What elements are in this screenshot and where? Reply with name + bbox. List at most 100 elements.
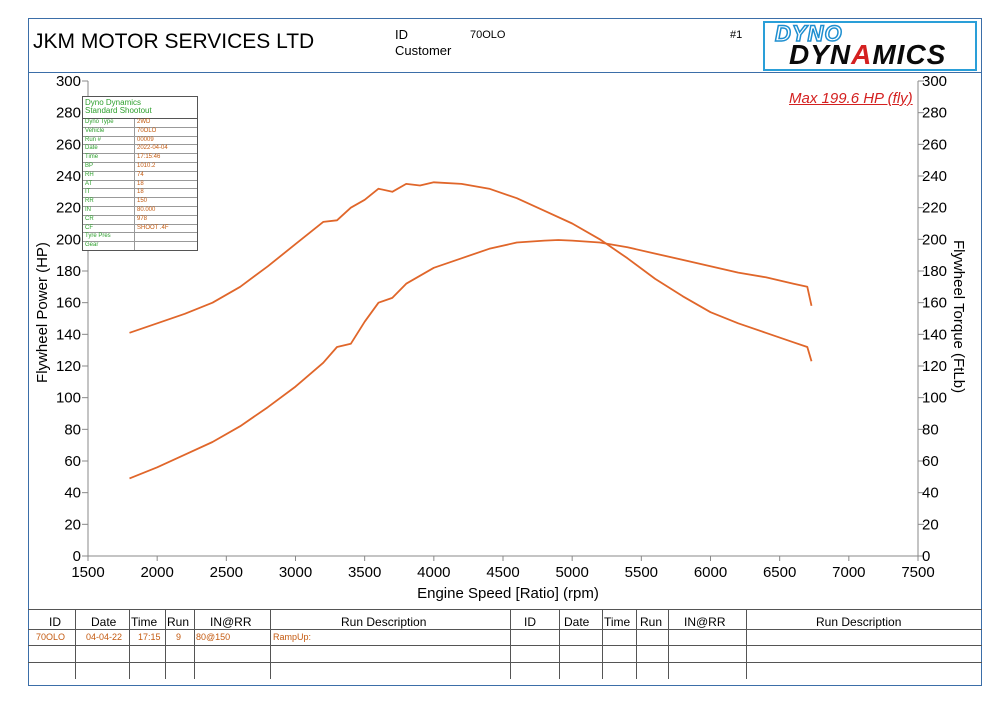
table-top-border [28, 609, 982, 610]
y-tick-label-left: 200 [56, 231, 81, 248]
info-row: IN 80.000 [83, 206, 197, 216]
x-tick-label: 3500 [348, 564, 381, 581]
col-divider [129, 609, 130, 679]
max-power-label: Max 199.6 HP (fly) [789, 90, 913, 107]
y-tick-label-left: 240 [56, 168, 81, 185]
y-tick-label-right: 200 [922, 231, 947, 248]
info-value: 18 [137, 189, 144, 196]
col-divider [636, 609, 637, 679]
y-tick-label-right: 160 [922, 295, 947, 312]
power-curve [129, 239, 813, 480]
cell-time: 17:15 [138, 632, 161, 642]
y-tick-label-left: 180 [56, 263, 81, 280]
col-header-description: Run Description [341, 615, 427, 629]
x-tick-label: 5000 [555, 564, 588, 581]
customer-label: Customer [395, 43, 452, 58]
run-summary-table: ID Date Time Run IN@RR Run Description I… [28, 609, 982, 686]
x-tick-label: 5500 [625, 564, 658, 581]
x-tick-label: 7500 [901, 564, 934, 581]
col-header-date: Date [91, 615, 117, 629]
col-header-inrr-2: IN@RR [684, 615, 726, 629]
col-header-id-2: ID [524, 615, 536, 629]
table-row-divider [28, 645, 982, 646]
y-tick-label-right: 40 [922, 485, 939, 502]
logo-bottom-text: DYNAMICS [789, 39, 947, 70]
y-axis-title-left: Flywheel Power (HP) [34, 242, 51, 383]
y-tick-label-left: 60 [64, 453, 81, 470]
cell-id: 70OLO [36, 632, 66, 642]
col-divider [668, 609, 669, 679]
company-name: JKM MOTOR SERVICES LTD [33, 30, 315, 53]
col-header-date-2: Date [564, 615, 590, 629]
run-info-table: Dyno Dynamics Standard Shootout Dyno Typ… [82, 96, 198, 251]
cell-date: 04-04-22 [86, 632, 123, 642]
info-row: Dyno Type 2WD [83, 119, 197, 128]
info-row: Time 17:15:46 [83, 154, 197, 163]
torque-curve [129, 181, 813, 362]
y-tick-label-right: 0 [922, 548, 930, 565]
col-divider [510, 609, 511, 679]
y-tick-label-right: 60 [922, 453, 939, 470]
y-tick-label-left: 120 [56, 358, 81, 375]
header-divider [28, 72, 982, 73]
y-tick-label-left: 300 [56, 73, 81, 90]
y-tick-label-right: 300 [922, 73, 947, 90]
y-tick-label-left: 40 [64, 485, 81, 502]
cell-run: 9 [176, 632, 182, 642]
info-key: Date [83, 145, 135, 154]
y-tick-label-right: 240 [922, 168, 947, 185]
col-divider [270, 609, 271, 679]
table-header-divider [28, 629, 982, 630]
info-row: BP 1010.2 [83, 162, 197, 172]
cell-description: RampUp: [273, 632, 312, 642]
info-value: 80.000 [137, 206, 156, 213]
x-tick-label: 4500 [486, 564, 519, 581]
info-key: Tyre Pres [83, 233, 135, 242]
y-axis-title-right: Flywheel Torque (FtLb) [950, 240, 967, 393]
info-row: RH 74 [83, 171, 197, 181]
y-tick-label-right: 20 [922, 516, 939, 533]
y-tick-label-right: 120 [922, 358, 947, 375]
y-tick-label-right: 220 [922, 200, 947, 217]
col-header-run: Run [167, 615, 190, 629]
y-tick-label-left: 160 [56, 295, 81, 312]
col-header-run-2: Run [640, 615, 663, 629]
x-tick-label: 1500 [71, 564, 104, 581]
info-key: IT [83, 189, 135, 198]
info-key: Time [83, 154, 135, 162]
info-key: RH [83, 171, 135, 180]
info-table-title: Dyno Dynamics Standard Shootout [83, 97, 197, 119]
col-header-description-2: Run Description [816, 615, 902, 629]
y-tick-label-left: 20 [64, 516, 81, 533]
x-tick-label: 2000 [140, 564, 173, 581]
info-row: Vehicle 70OLO [83, 127, 197, 137]
info-value: 74 [137, 171, 144, 178]
cell-inrr: 80@150 [196, 632, 231, 642]
col-divider [165, 609, 166, 679]
info-row: AT 18 [83, 180, 197, 190]
col-divider [746, 609, 747, 679]
info-value [135, 233, 197, 241]
info-row: IT 18 [83, 189, 197, 199]
info-key: Dyno Type [83, 119, 135, 127]
info-value: 1010.2 [137, 162, 156, 169]
y-tick-label-right: 280 [922, 105, 947, 122]
col-divider [75, 609, 76, 679]
x-axis-title: Engine Speed [Ratio] (rpm) [417, 585, 599, 602]
info-value: 17:15:46 [137, 154, 161, 161]
y-tick-label-right: 100 [922, 390, 947, 407]
table-row-divider [28, 662, 982, 663]
y-tick-label-left: 100 [56, 390, 81, 407]
info-value: SHOOT .4F [137, 224, 169, 231]
y-tick-label-left: 260 [56, 136, 81, 153]
info-row: CF SHOOT .4F [83, 224, 197, 234]
dyno-sheet-frame [28, 18, 982, 686]
info-value: 70OLO [137, 127, 157, 134]
x-tick-label: 6000 [694, 564, 727, 581]
info-value [135, 242, 197, 250]
info-row: CR 978 [83, 215, 197, 225]
id-value: 70OLO [470, 29, 506, 41]
info-row: Run #00009 [83, 136, 197, 146]
info-value: 2WD [137, 119, 151, 125]
